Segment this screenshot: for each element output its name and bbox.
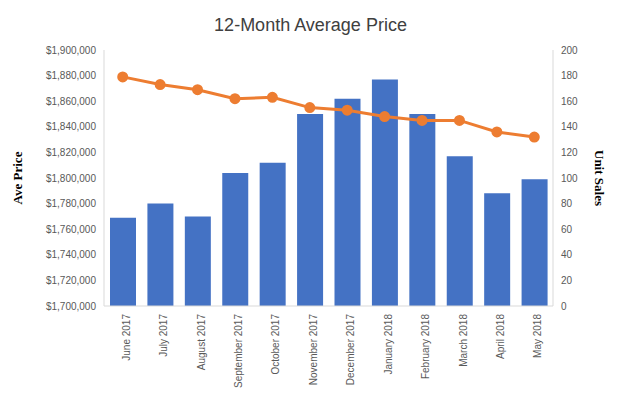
svg-text:April 2018: April 2018 bbox=[495, 314, 506, 359]
svg-text:October 2017: October 2017 bbox=[270, 314, 281, 375]
svg-text:January 2018: January 2018 bbox=[383, 314, 394, 375]
svg-text:$1,820,000: $1,820,000 bbox=[46, 147, 96, 158]
svg-text:Ave Price: Ave Price bbox=[10, 151, 25, 204]
svg-text:$1,840,000: $1,840,000 bbox=[46, 121, 96, 132]
svg-text:November 2017: November 2017 bbox=[308, 314, 319, 386]
svg-text:June 2017: June 2017 bbox=[121, 314, 132, 361]
svg-text:20: 20 bbox=[561, 275, 573, 286]
svg-text:60: 60 bbox=[561, 224, 573, 235]
svg-text:100: 100 bbox=[561, 173, 578, 184]
svg-text:0: 0 bbox=[561, 301, 567, 312]
svg-text:August 2017: August 2017 bbox=[196, 314, 207, 371]
svg-text:80: 80 bbox=[561, 198, 573, 209]
svg-text:July 2017: July 2017 bbox=[158, 314, 169, 357]
svg-text:160: 160 bbox=[561, 96, 578, 107]
svg-text:March 2018: March 2018 bbox=[458, 314, 469, 367]
svg-text:$1,760,000: $1,760,000 bbox=[46, 224, 96, 235]
svg-text:September 2017: September 2017 bbox=[233, 314, 244, 388]
svg-text:February 2018: February 2018 bbox=[420, 314, 431, 379]
svg-text:40: 40 bbox=[561, 249, 573, 260]
svg-text:$1,900,000: $1,900,000 bbox=[46, 45, 96, 56]
svg-text:$1,860,000: $1,860,000 bbox=[46, 96, 96, 107]
html-text:12-Month Average Price: 12-Month Average Price bbox=[214, 15, 407, 35]
svg-text:$1,720,000: $1,720,000 bbox=[46, 275, 96, 286]
svg-text:$1,700,000: $1,700,000 bbox=[46, 301, 96, 312]
svg-text:140: 140 bbox=[561, 121, 578, 132]
svg-text:200: 200 bbox=[561, 45, 578, 56]
svg-text:December 2017: December 2017 bbox=[345, 314, 356, 386]
svg-text:May 2018: May 2018 bbox=[532, 314, 543, 358]
svg-text:120: 120 bbox=[561, 147, 578, 158]
svg-text:Unit Sales: Unit Sales bbox=[592, 150, 607, 206]
svg-text:$1,880,000: $1,880,000 bbox=[46, 70, 96, 81]
svg-text:$1,780,000: $1,780,000 bbox=[46, 198, 96, 209]
svg-text:$1,740,000: $1,740,000 bbox=[46, 249, 96, 260]
svg-text:180: 180 bbox=[561, 70, 578, 81]
svg-text:$1,800,000: $1,800,000 bbox=[46, 173, 96, 184]
